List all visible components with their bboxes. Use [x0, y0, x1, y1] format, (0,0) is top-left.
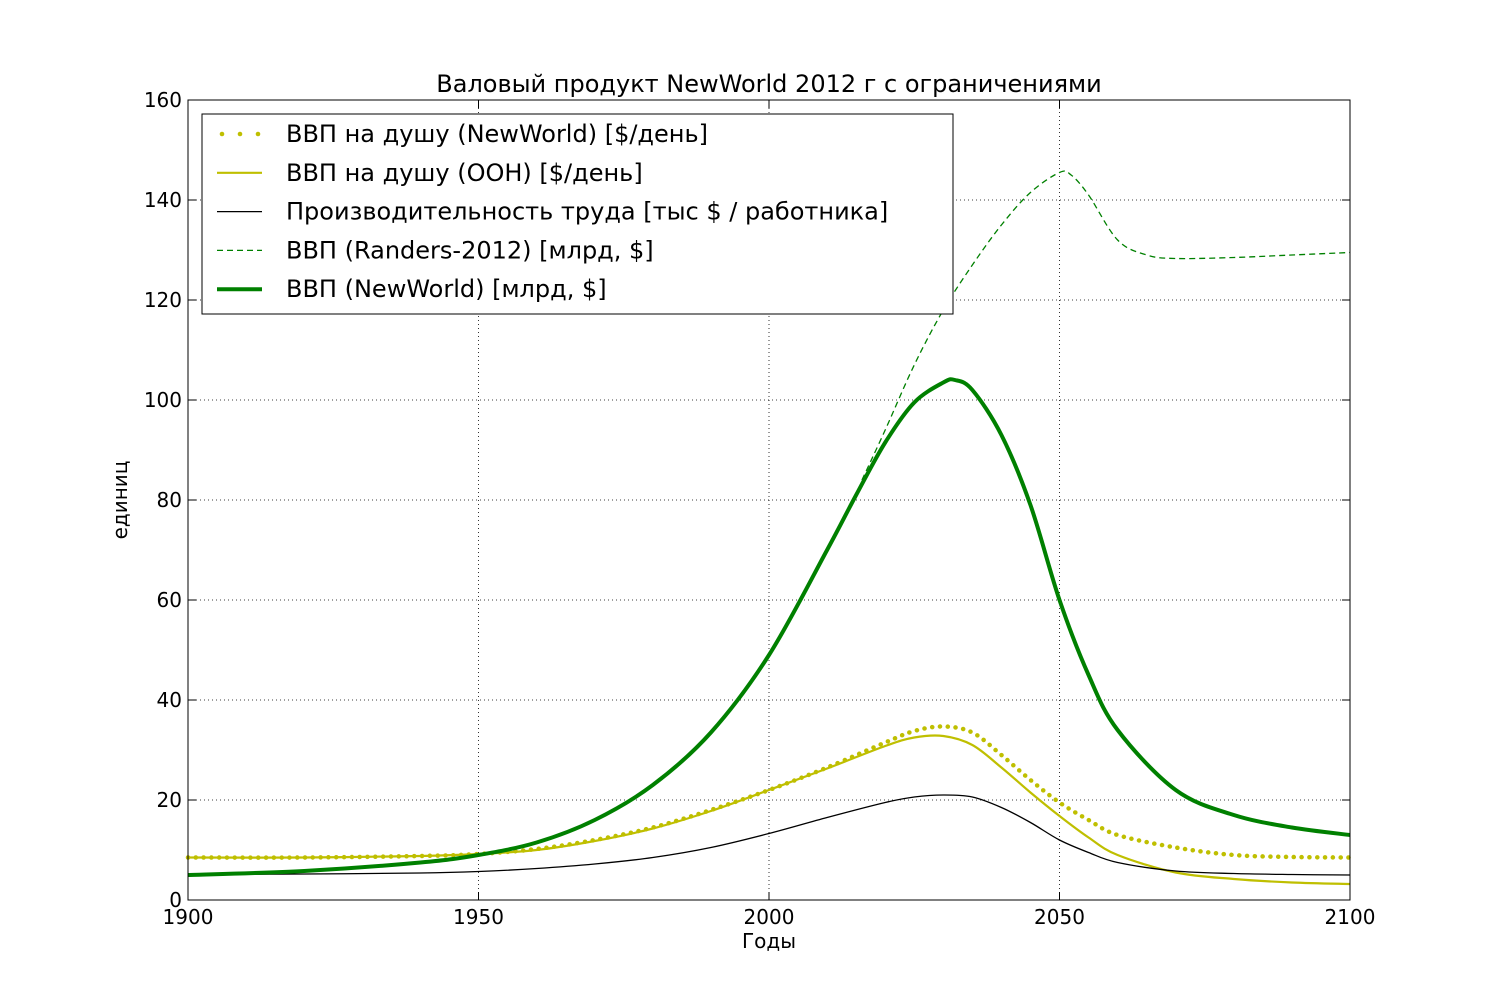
ticks: 1900 1950 2000 2050 2100 0 20 40 60 80 100 120 140 16… [144, 88, 1376, 929]
legend-item-gdp-per-capita-un: ВВП на душу (ООН) [$/день] [217, 159, 643, 187]
legend-label: ВВП на душу (ООН) [$/день] [286, 159, 643, 187]
y-tick-label: 0 [169, 888, 182, 912]
y-tick-label: 140 [144, 188, 182, 212]
legend-label: Производительность труда [тыс $ / работн… [286, 198, 888, 226]
legend-item-labor-productivity: Производительность труда [тыс $ / работн… [217, 198, 888, 226]
legend-item-gdp-newworld: ВВП (NewWorld) [млрд, $] [217, 275, 607, 303]
y-tick-label: 20 [157, 788, 182, 812]
legend-marker-dot [255, 131, 261, 137]
x-tick-label: 2000 [744, 905, 795, 929]
chart-title: Валовый продукт NewWorld 2012 г с ограни… [436, 70, 1101, 98]
series-line-labor-productivity [187, 794, 1351, 876]
x-tick-label: 1950 [453, 905, 504, 929]
y-tick-label: 80 [157, 488, 182, 512]
x-axis-label: Годы [742, 929, 796, 953]
legend-marker-dot [237, 131, 243, 137]
y-tick-label: 40 [157, 688, 182, 712]
legend: ВВП на душу (NewWorld) [$/день] ВВП на ду… [201, 113, 954, 315]
series-line-gdp-newworld [187, 377, 1351, 877]
x-tick-label: 2100 [1325, 905, 1376, 929]
y-tick-label: 100 [144, 388, 182, 412]
y-tick-label: 120 [144, 288, 182, 312]
legend-label: ВВП на душу (NewWorld) [$/день] [286, 120, 708, 148]
series-line-gdp-randers [861, 170, 1351, 481]
y-tick-label: 160 [144, 88, 182, 112]
y-axis-label: единиц [108, 461, 132, 540]
plot-lines [185, 170, 1353, 886]
legend-marker-dot [219, 131, 225, 137]
legend-item-gdp-randers: ВВП (Randers-2012) [млрд, $] [217, 236, 654, 264]
legend-box [201, 113, 954, 315]
legend-item-gdp-per-capita-newworld: ВВП на душу (NewWorld) [$/день] [219, 120, 708, 148]
grid [188, 100, 1350, 900]
x-tick-label: 1900 [163, 905, 214, 929]
x-tick-label: 2050 [1034, 905, 1085, 929]
legend-label: ВВП (NewWorld) [млрд, $] [286, 275, 607, 303]
legend-label: ВВП (Randers-2012) [млрд, $] [286, 236, 654, 264]
y-tick-label: 60 [157, 588, 182, 612]
